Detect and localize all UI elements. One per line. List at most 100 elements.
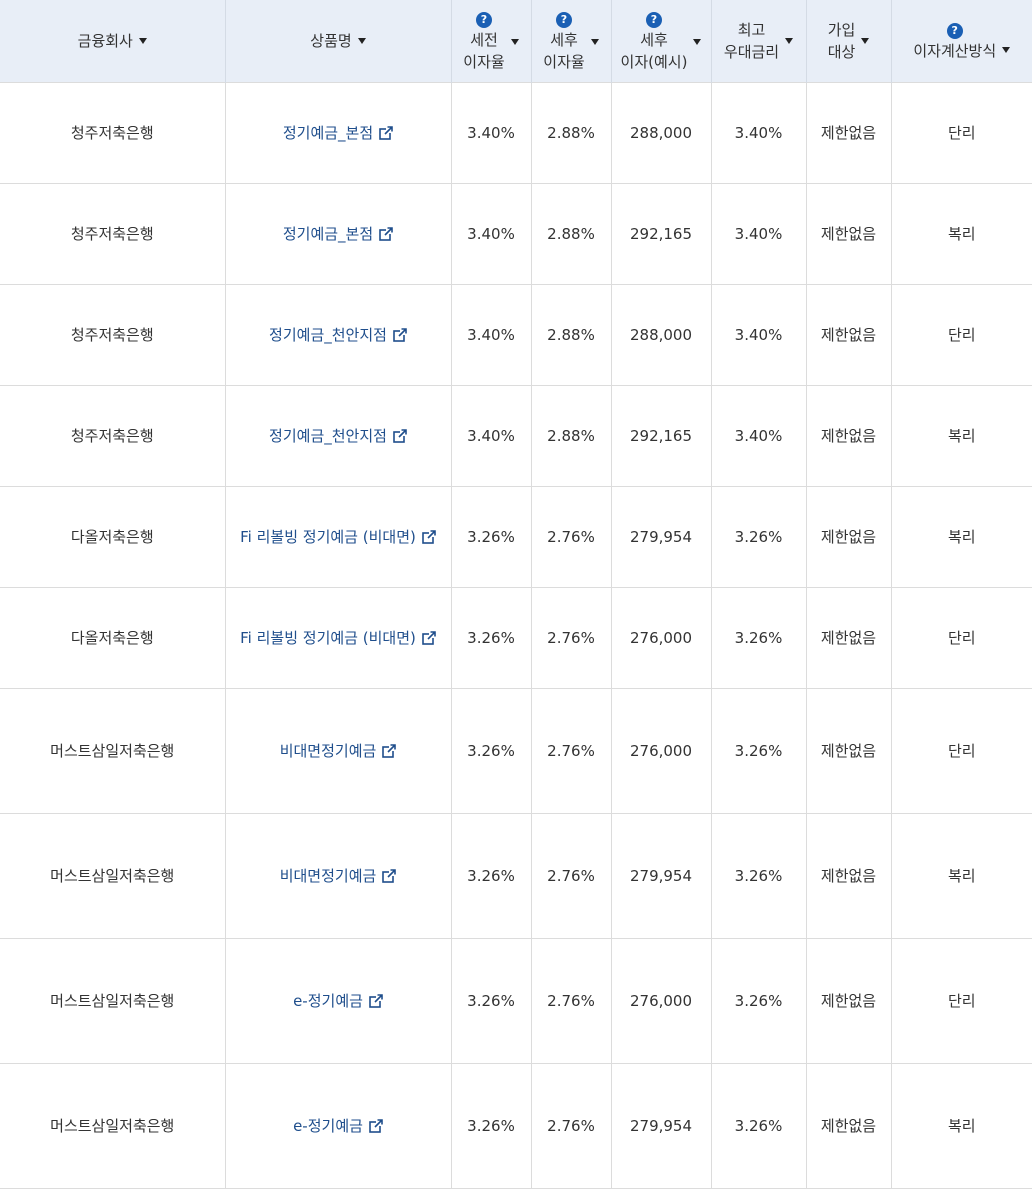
cell-aftertax-interest: 279,954 [610, 485, 712, 588]
sort-caret-icon[interactable] [693, 39, 702, 46]
calc-method-value: 복리 [947, 528, 976, 546]
company-name: 청주저축은행 [70, 427, 154, 445]
product-name: Fi 리볼빙 정기예금 (비대면) [240, 629, 416, 647]
sort-caret-icon[interactable] [138, 37, 147, 44]
cell-aftertax-rate: 2.76% [530, 586, 612, 689]
product-link[interactable]: 정기예금_천안지점 [269, 425, 407, 446]
cell-aftertax-rate: 2.76% [530, 485, 612, 588]
aftertax-rate-value: 2.88% [547, 123, 595, 142]
product-link[interactable]: e-정기예금 [293, 1115, 383, 1136]
header-product-label: 상품명 [310, 31, 352, 50]
product-name: 정기예금_천안지점 [269, 326, 387, 344]
max-pref-rate-value: 3.26% [734, 1116, 783, 1135]
cell-eligibility: 제한없음 [805, 485, 892, 588]
aftertax-rate-value: 2.88% [547, 224, 595, 243]
table-row: 청주저축은행 정기예금_천안지점 3.40% 2.88% 288,000 3.4… [0, 283, 1032, 386]
external-link-icon [369, 993, 383, 1008]
cell-product: e-정기예금 [224, 1062, 452, 1189]
cell-pretax-rate: 3.26% [450, 586, 532, 689]
cell-aftertax-interest: 292,165 [610, 384, 712, 487]
cell-product: 정기예금_천안지점 [224, 283, 452, 386]
help-icon[interactable]: ? [556, 11, 572, 28]
header-company[interactable]: 금융회사 [0, 0, 226, 82]
table-row: 머스트삼일저축은행 비대면정기예금 3.26% 2.76% 276,000 3.… [0, 687, 1032, 814]
sort-caret-icon[interactable] [510, 39, 519, 46]
aftertax-rate-value: 2.76% [547, 991, 595, 1010]
cell-aftertax-interest: 276,000 [610, 687, 712, 814]
product-name: 비대면정기예금 [279, 867, 377, 885]
header-eligibility-label: 가입 대상 [827, 20, 856, 61]
pretax-rate-value: 3.26% [467, 527, 515, 546]
aftertax-rate-value: 2.76% [547, 741, 595, 760]
cell-calc-method: 단리 [890, 283, 1032, 386]
sort-caret-icon[interactable] [357, 37, 366, 44]
aftertax-interest-value: 288,000 [629, 123, 693, 142]
cell-pretax-rate: 3.40% [450, 283, 532, 386]
table-row: 머스트삼일저축은행 비대면정기예금 3.26% 2.76% 279,954 3.… [0, 812, 1032, 939]
cell-calc-method: 복리 [890, 485, 1032, 588]
sort-caret-icon[interactable] [785, 37, 794, 44]
product-link[interactable]: 정기예금_본점 [282, 223, 394, 244]
table-row: 다올저축은행 Fi 리볼빙 정기예금 (비대면) 3.26% 2.76% 276… [0, 586, 1032, 689]
company-name: 청주저축은행 [70, 326, 154, 344]
cell-aftertax-interest: 288,000 [610, 283, 712, 386]
cell-product: 정기예금_본점 [224, 81, 452, 184]
product-link[interactable]: 비대면정기예금 [280, 865, 397, 886]
header-aftertax-rate-label: 세후 이자율 [543, 30, 585, 71]
aftertax-rate-value: 2.76% [547, 866, 595, 885]
help-icon[interactable]: ? [646, 11, 662, 28]
product-link[interactable]: Fi 리볼빙 정기예금 (비대면) [240, 526, 436, 547]
help-icon[interactable]: ? [476, 11, 492, 28]
eligibility-value: 제한없음 [820, 867, 877, 885]
header-calc-method[interactable]: ? 이자계산방식 [890, 0, 1032, 82]
product-name: 정기예금_본점 [282, 225, 374, 243]
cell-aftertax-rate: 2.76% [530, 1062, 612, 1189]
cell-eligibility: 제한없음 [805, 81, 892, 184]
sort-caret-icon[interactable] [590, 39, 599, 46]
cell-calc-method: 단리 [890, 687, 1032, 814]
cell-pretax-rate: 3.26% [450, 687, 532, 814]
cell-max-pref-rate: 3.40% [710, 182, 807, 285]
cell-eligibility: 제한없음 [805, 182, 892, 285]
aftertax-rate-value: 2.88% [547, 426, 595, 445]
header-pretax-rate[interactable]: ? 세전 이자율 [450, 0, 532, 82]
pretax-rate-value: 3.40% [467, 325, 515, 344]
product-link[interactable]: 정기예금_본점 [283, 122, 394, 143]
product-name: 비대면정기예금 [279, 742, 377, 760]
external-link-icon [422, 630, 436, 645]
cell-pretax-rate: 3.26% [450, 937, 532, 1064]
calc-method-value: 단리 [947, 326, 976, 344]
cell-pretax-rate: 3.26% [450, 812, 532, 939]
pretax-rate-value: 3.26% [467, 991, 515, 1010]
cell-company: 청주저축은행 [0, 182, 226, 285]
aftertax-rate-value: 2.88% [547, 325, 595, 344]
cell-eligibility: 제한없음 [805, 1062, 892, 1189]
eligibility-value: 제한없음 [820, 629, 877, 647]
header-max-pref-rate[interactable]: 최고 우대금리 [710, 0, 807, 82]
product-link[interactable]: e-정기예금 [293, 990, 383, 1011]
table-row: 청주저축은행 정기예금_본점 3.40% 2.88% 292,165 3.40%… [0, 182, 1032, 285]
external-link-icon [382, 743, 397, 758]
cell-product: 정기예금_천안지점 [224, 384, 452, 487]
calc-method-value: 단리 [947, 124, 976, 142]
header-aftertax-rate[interactable]: ? 세후 이자율 [530, 0, 612, 82]
company-name: 머스트삼일저축은행 [50, 992, 175, 1010]
header-product[interactable]: 상품명 [224, 0, 452, 82]
sort-caret-icon[interactable] [1002, 47, 1011, 54]
calc-method-value: 단리 [947, 629, 976, 647]
external-link-icon [379, 226, 394, 241]
sort-caret-icon[interactable] [861, 37, 870, 44]
header-aftertax-interest[interactable]: ? 세후 이자(예시) [610, 0, 712, 82]
table-header-row: 금융회사 상품명 ? 세전 이자율 [0, 0, 1032, 82]
external-link-icon [382, 868, 397, 883]
external-link-icon [393, 428, 407, 443]
help-icon[interactable]: ? [946, 22, 963, 39]
pretax-rate-value: 3.26% [467, 628, 515, 647]
product-link[interactable]: Fi 리볼빙 정기예금 (비대면) [240, 627, 436, 648]
table-row: 머스트삼일저축은행 e-정기예금 3.26% 2.76% 279,954 3.2… [0, 1062, 1032, 1189]
product-link[interactable]: 정기예금_천안지점 [269, 324, 407, 345]
aftertax-interest-value: 279,954 [629, 1116, 693, 1135]
product-link[interactable]: 비대면정기예금 [280, 740, 397, 761]
header-eligibility[interactable]: 가입 대상 [805, 0, 892, 82]
header-pretax-rate-label: 세전 이자율 [463, 30, 505, 71]
